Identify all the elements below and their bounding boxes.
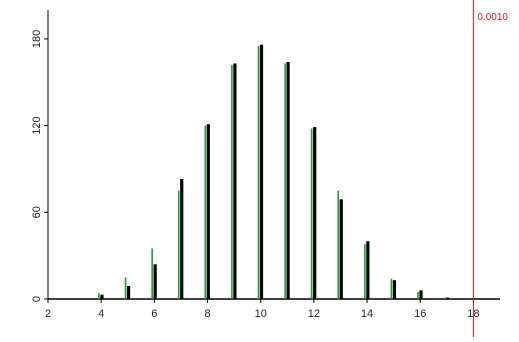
bar-series-2-x-15 — [392, 280, 397, 299]
x-tick-label: 10 — [255, 308, 267, 320]
bar-series-1-x-5 — [124, 277, 127, 299]
bar-series-2-x-11 — [286, 62, 290, 299]
bar-series-1-x-10 — [257, 46, 260, 299]
bar-series-1-x-16 — [417, 291, 419, 299]
bar-series-2-x-17 — [446, 297, 450, 299]
bar-series-1-x-4 — [98, 293, 100, 299]
bar-series-2-x-13 — [339, 199, 343, 299]
bar-series-1-x-6 — [151, 248, 153, 299]
reference-line-label: 0.0010 — [477, 12, 508, 23]
bar-series-1-x-15 — [390, 278, 393, 299]
x-tick-label: 16 — [414, 308, 426, 320]
bar-series-2-x-8 — [206, 124, 210, 299]
x-tick-label: 4 — [98, 308, 104, 320]
bar-series-2-x-7 — [180, 179, 184, 299]
x-tick-label: 8 — [204, 308, 210, 320]
bar-series-2-x-4 — [100, 294, 104, 299]
y-tick-label: 120 — [31, 116, 43, 134]
bar-series-1-x-11 — [284, 63, 286, 300]
bar-series-2-x-5 — [126, 285, 131, 299]
bar-series-2-x-12 — [313, 127, 317, 299]
x-tick-label: 2 — [45, 308, 51, 320]
bar-series-2-x-10 — [259, 44, 264, 300]
x-tick-label: 12 — [308, 308, 320, 320]
x-tick-label: 14 — [361, 308, 373, 320]
bar-series-1-x-8 — [204, 125, 207, 299]
bar-series-1-x-7 — [177, 190, 180, 299]
y-tick-label: 60 — [31, 206, 43, 218]
x-tick-label: 6 — [151, 308, 157, 320]
bar-series-2-x-6 — [153, 264, 157, 299]
y-tick-label: 180 — [31, 30, 43, 48]
bar-series-1-x-14 — [364, 244, 366, 299]
bar-series-1-x-9 — [231, 64, 233, 299]
bar-series-2-x-16 — [419, 290, 423, 299]
y-tick-label: 0 — [31, 296, 43, 302]
bar-series-1-x-13 — [337, 190, 340, 299]
bar-series-1-x-17 — [443, 297, 446, 299]
reference-line-group: 0.0010 — [472, 0, 508, 337]
bar-series-1-x-12 — [310, 128, 313, 299]
bars — [98, 44, 450, 300]
bar-series-2-x-9 — [233, 63, 237, 300]
bar-series-2-x-14 — [366, 241, 370, 299]
